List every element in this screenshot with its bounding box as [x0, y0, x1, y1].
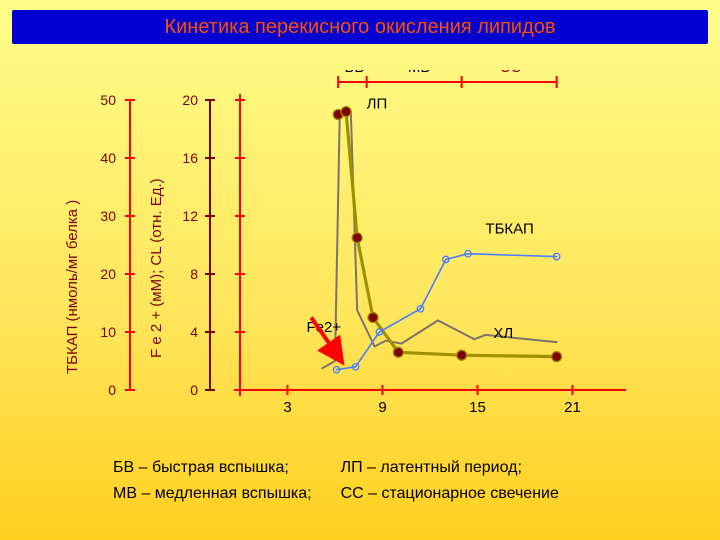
kinetics-chart: ТБКАП (нмоль/мг белка ) F e 2 + (мM); CL… [60, 70, 640, 430]
svg-text:СС: СС [500, 70, 522, 76]
legend-mv: МВ – медленная вспышка; [112, 482, 338, 506]
legend-cc: СС – стационарное свечение [340, 482, 585, 506]
slide-title: Кинетика перекисного окисления липидов [12, 10, 708, 44]
svg-text:50: 50 [100, 92, 116, 108]
svg-text:0: 0 [190, 382, 198, 398]
legend-bv: БВ – быстрая вспышка; [112, 456, 338, 480]
svg-text:4: 4 [190, 324, 198, 340]
svg-text:МВ: МВ [408, 70, 431, 76]
svg-text:ЛП: ЛП [367, 96, 388, 113]
svg-text:ТБКАП: ТБКАП [485, 220, 533, 237]
svg-text:40: 40 [100, 150, 116, 166]
svg-text:10: 10 [100, 324, 116, 340]
svg-text:9: 9 [378, 399, 386, 416]
svg-text:ХЛ: ХЛ [493, 325, 513, 342]
legend-lp: ЛП – латентный период; [340, 456, 585, 480]
svg-text:3: 3 [283, 399, 291, 416]
svg-text:15: 15 [469, 399, 486, 416]
svg-text:30: 30 [100, 208, 116, 224]
legend: БВ – быстрая вспышка; ЛП – латентный пер… [110, 454, 630, 508]
svg-text:8: 8 [190, 266, 198, 282]
svg-text:20: 20 [100, 266, 116, 282]
svg-text:20: 20 [182, 92, 198, 108]
svg-text:16: 16 [182, 150, 198, 166]
svg-text:0: 0 [108, 382, 116, 398]
svg-text:12: 12 [182, 208, 198, 224]
y-right-title: F e 2 + (мM); CL (отн. Ед.) [148, 178, 165, 358]
svg-text:21: 21 [564, 399, 581, 416]
y-left-title: ТБКАП (нмоль/мг белка ) [64, 200, 81, 374]
svg-text:БВ: БВ [345, 70, 365, 76]
